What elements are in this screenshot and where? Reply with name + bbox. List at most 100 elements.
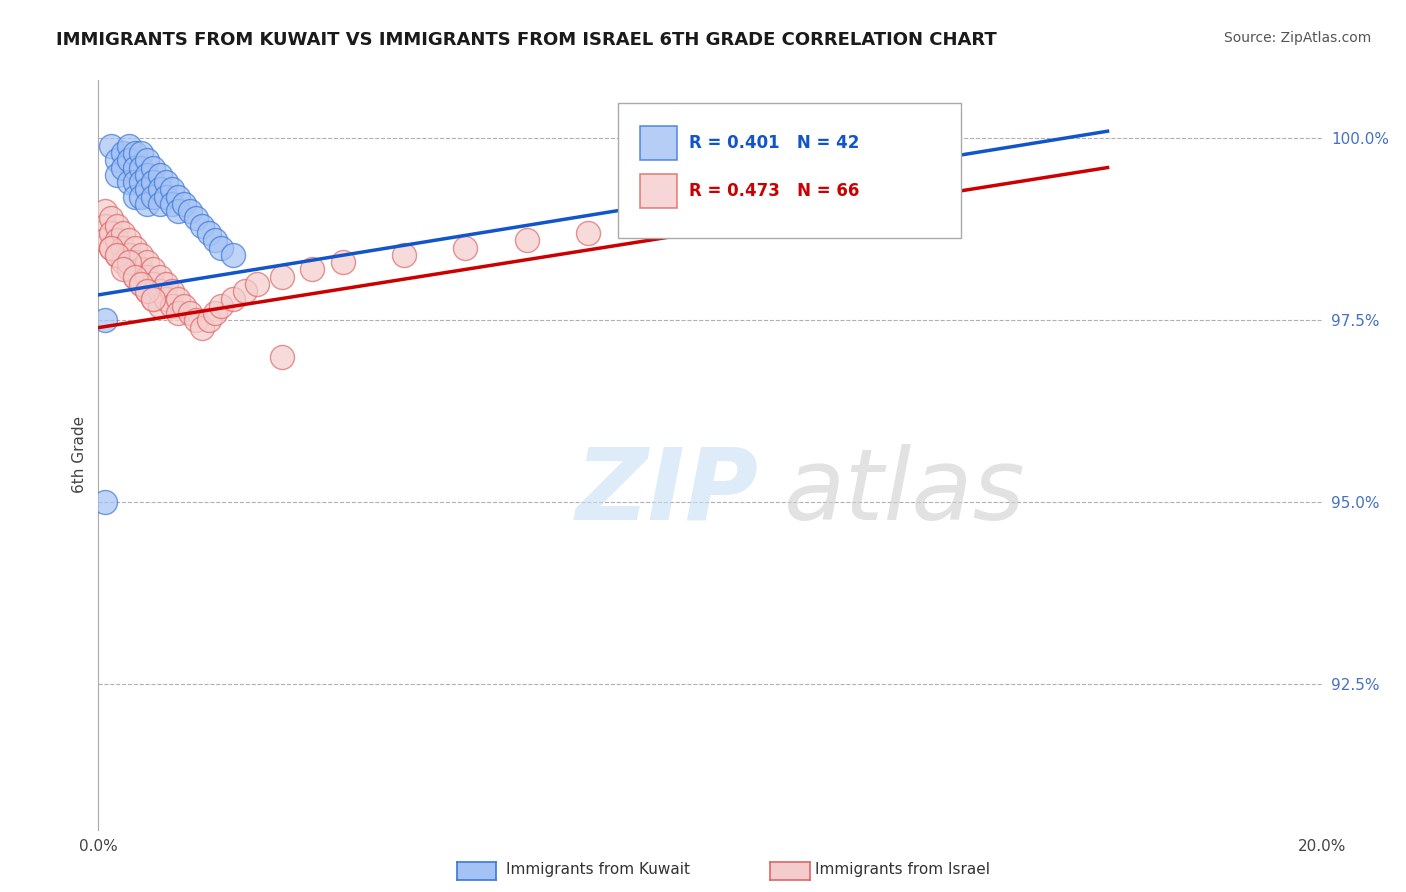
Text: IMMIGRANTS FROM KUWAIT VS IMMIGRANTS FROM ISRAEL 6TH GRADE CORRELATION CHART: IMMIGRANTS FROM KUWAIT VS IMMIGRANTS FRO… — [56, 31, 997, 49]
Point — [129, 277, 152, 291]
Point — [149, 168, 172, 182]
Point — [149, 269, 172, 284]
Point — [111, 146, 134, 161]
FancyBboxPatch shape — [619, 103, 960, 237]
Point — [233, 285, 256, 299]
Point — [142, 175, 165, 189]
Point — [155, 189, 177, 203]
Point — [149, 182, 172, 196]
Point — [142, 292, 165, 306]
Point — [136, 285, 159, 299]
Point — [118, 262, 141, 277]
Point — [136, 197, 159, 211]
Text: atlas: atlas — [783, 444, 1025, 541]
Point — [124, 146, 146, 161]
Point — [179, 204, 201, 219]
Point — [100, 241, 122, 255]
Point — [883, 197, 905, 211]
Point — [105, 219, 128, 233]
Point — [136, 182, 159, 196]
Point — [149, 285, 172, 299]
Point — [124, 161, 146, 175]
Point — [209, 299, 232, 313]
Point — [129, 248, 152, 262]
Point — [142, 189, 165, 203]
Point — [191, 320, 214, 334]
Point — [111, 255, 134, 269]
Point — [160, 299, 183, 313]
Text: Source: ZipAtlas.com: Source: ZipAtlas.com — [1223, 31, 1371, 45]
Point — [129, 161, 152, 175]
Point — [142, 277, 165, 291]
Point — [186, 211, 208, 226]
Point — [197, 226, 219, 240]
Point — [93, 204, 115, 219]
Point — [129, 189, 152, 203]
Point — [124, 269, 146, 284]
Point — [516, 233, 538, 247]
Point — [332, 255, 354, 269]
Point — [93, 219, 115, 233]
Point — [179, 306, 201, 320]
Point — [136, 153, 159, 168]
Point — [160, 182, 183, 196]
Point — [167, 204, 190, 219]
Point — [124, 255, 146, 269]
Point — [142, 262, 165, 277]
Point — [155, 292, 177, 306]
Point — [204, 306, 226, 320]
Point — [136, 285, 159, 299]
Text: R = 0.401   N = 42: R = 0.401 N = 42 — [689, 134, 859, 153]
Point — [118, 233, 141, 247]
Text: Immigrants from Israel: Immigrants from Israel — [815, 863, 990, 877]
Point — [173, 299, 195, 313]
Point — [637, 219, 661, 233]
Point — [222, 248, 245, 262]
Point — [105, 153, 128, 168]
Point — [142, 161, 165, 175]
Point — [100, 138, 122, 153]
Point — [93, 313, 115, 327]
Point — [270, 269, 292, 284]
Point — [105, 168, 128, 182]
Point — [209, 241, 232, 255]
Point — [155, 175, 177, 189]
Point — [136, 269, 159, 284]
Point — [118, 153, 141, 168]
Point — [129, 146, 152, 161]
Point — [111, 262, 134, 277]
FancyBboxPatch shape — [640, 174, 678, 208]
Point — [759, 204, 782, 219]
Point — [111, 226, 134, 240]
Point — [124, 175, 146, 189]
FancyBboxPatch shape — [640, 126, 678, 160]
Point — [167, 292, 190, 306]
Point — [118, 175, 141, 189]
Point — [270, 350, 292, 364]
Point — [118, 138, 141, 153]
Y-axis label: 6th Grade: 6th Grade — [72, 417, 87, 493]
Point — [301, 262, 323, 277]
Point — [124, 241, 146, 255]
Text: R = 0.473   N = 66: R = 0.473 N = 66 — [689, 182, 859, 200]
Point — [118, 255, 141, 269]
Point — [100, 241, 122, 255]
Point — [124, 269, 146, 284]
Point — [118, 248, 141, 262]
Text: Immigrants from Kuwait: Immigrants from Kuwait — [506, 863, 690, 877]
Point — [454, 241, 477, 255]
Point — [392, 248, 416, 262]
Point — [93, 495, 115, 509]
Point — [160, 197, 183, 211]
Point — [100, 226, 122, 240]
Point — [129, 277, 152, 291]
Point — [197, 313, 219, 327]
Point — [100, 211, 122, 226]
Point — [149, 299, 172, 313]
Point — [155, 277, 177, 291]
Point — [142, 292, 165, 306]
Point — [136, 168, 159, 182]
Point — [111, 241, 134, 255]
Point — [173, 197, 195, 211]
Point — [186, 313, 208, 327]
